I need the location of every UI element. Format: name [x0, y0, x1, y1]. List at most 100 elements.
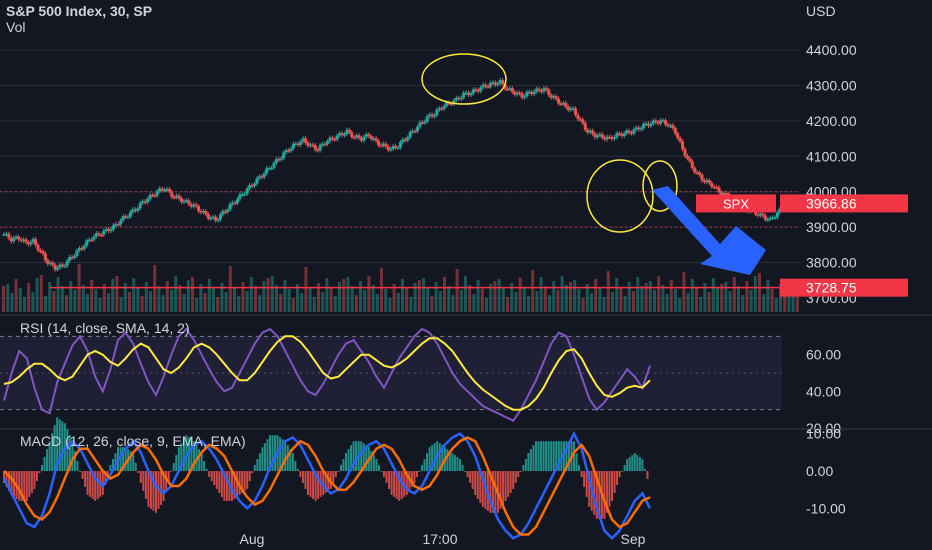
macd-histogram-bar [23, 471, 26, 501]
volume-bar [270, 276, 274, 312]
volume-bar [132, 278, 136, 312]
candle-body [707, 180, 711, 183]
macd-histogram-bar [223, 471, 226, 501]
macd-histogram-bar [375, 459, 378, 472]
candle-body [170, 191, 174, 198]
volume-bar [522, 287, 526, 312]
volume-bar [422, 278, 425, 312]
candle-body [418, 122, 422, 127]
candle-body [464, 92, 468, 95]
candle-body [201, 210, 205, 213]
macd-histogram-bar [377, 465, 380, 472]
macd-histogram-bar [628, 457, 631, 472]
macd-histogram-bar [175, 455, 178, 472]
candle-body [656, 122, 660, 124]
candle-body [167, 188, 171, 192]
candle-body [355, 135, 359, 138]
macd-histogram-bar [46, 449, 49, 472]
macd-histogram-bar [193, 441, 195, 472]
macd-histogram-bar [281, 439, 284, 472]
candle-body [194, 204, 198, 207]
macd-histogram-bar [583, 471, 586, 487]
macd-histogram-bar [81, 471, 84, 479]
volume-bar [434, 282, 438, 312]
macd-histogram-bar [66, 429, 69, 472]
macd-histogram-bar [210, 471, 213, 481]
candle-body [595, 135, 599, 138]
macd-histogram-bar [512, 471, 515, 489]
candle-body [87, 239, 91, 242]
volume-bar [329, 287, 333, 312]
price-tick-label: 4100.00 [806, 148, 857, 164]
candle-body [700, 174, 704, 181]
candle-body [518, 92, 522, 95]
macd-histogram-bar [119, 447, 122, 472]
macd-histogram-bar [514, 471, 517, 483]
candle-body [158, 188, 162, 192]
candle-body [578, 119, 582, 121]
candle-body [364, 134, 368, 137]
volume-bar [552, 281, 556, 312]
macd-histogram-bar [18, 471, 21, 501]
macd-histogram-bar [491, 471, 494, 513]
candle-body [133, 209, 137, 211]
macd-histogram-bar [307, 471, 309, 495]
annotation-circle [421, 53, 507, 105]
macd-histogram-bar [294, 461, 297, 472]
candle-body [406, 137, 410, 141]
volume-bar [741, 295, 745, 312]
macd-histogram-bar [314, 471, 317, 501]
macd-histogram-bar [289, 449, 292, 472]
volume-bar [535, 291, 539, 312]
candle-body [698, 172, 702, 175]
candle-body [21, 239, 25, 241]
candle-body [615, 133, 619, 138]
macd-histogram-bar [129, 451, 132, 472]
candle-body [505, 88, 509, 91]
volume-bar [396, 293, 400, 312]
volume-bar [6, 284, 10, 312]
macd-histogram-bar [51, 433, 54, 472]
signal-line [3, 436, 651, 536]
volume-bar [300, 293, 304, 312]
candle-body [189, 204, 193, 207]
candle-body [301, 138, 305, 142]
candle-body [257, 176, 261, 179]
macd-histogram-bar [28, 471, 31, 497]
volume-bar [144, 282, 148, 312]
volume-bar [388, 298, 392, 312]
volume-bar [115, 276, 119, 312]
candle-body [318, 144, 322, 151]
volume-bar [207, 279, 211, 312]
candle-body [296, 143, 300, 145]
macd-histogram-bar [448, 451, 451, 472]
macd-histogram-bar [180, 443, 183, 472]
macd-histogram-bar [575, 453, 578, 472]
macd-histogram-bar [137, 471, 140, 474]
macd-histogram-bar [104, 471, 107, 485]
macd-histogram-bar [350, 445, 353, 472]
volume-bar [611, 292, 614, 312]
candle-body [107, 229, 111, 232]
volume-bar [438, 291, 442, 312]
volume-bar [39, 275, 43, 312]
volume-bar [564, 285, 568, 312]
candle-body [415, 126, 419, 132]
macd-histogram-bar [5, 471, 8, 487]
candle-body [323, 143, 327, 146]
candle-body [576, 114, 580, 120]
candle-body [165, 188, 169, 191]
macd-histogram-bar [251, 471, 254, 474]
macd-histogram-bar [122, 447, 125, 472]
volume-bar [94, 289, 98, 312]
macd-histogram-bar [332, 471, 335, 483]
candle-body [471, 89, 475, 94]
candle-body [457, 97, 461, 100]
macd-histogram-bar [535, 441, 537, 472]
rsi-ma-line [3, 335, 651, 411]
macd-histogram-bar [41, 465, 43, 472]
macd-histogram-bar [238, 471, 241, 495]
macd-histogram-bar [552, 441, 555, 472]
volume-bar [560, 276, 564, 312]
